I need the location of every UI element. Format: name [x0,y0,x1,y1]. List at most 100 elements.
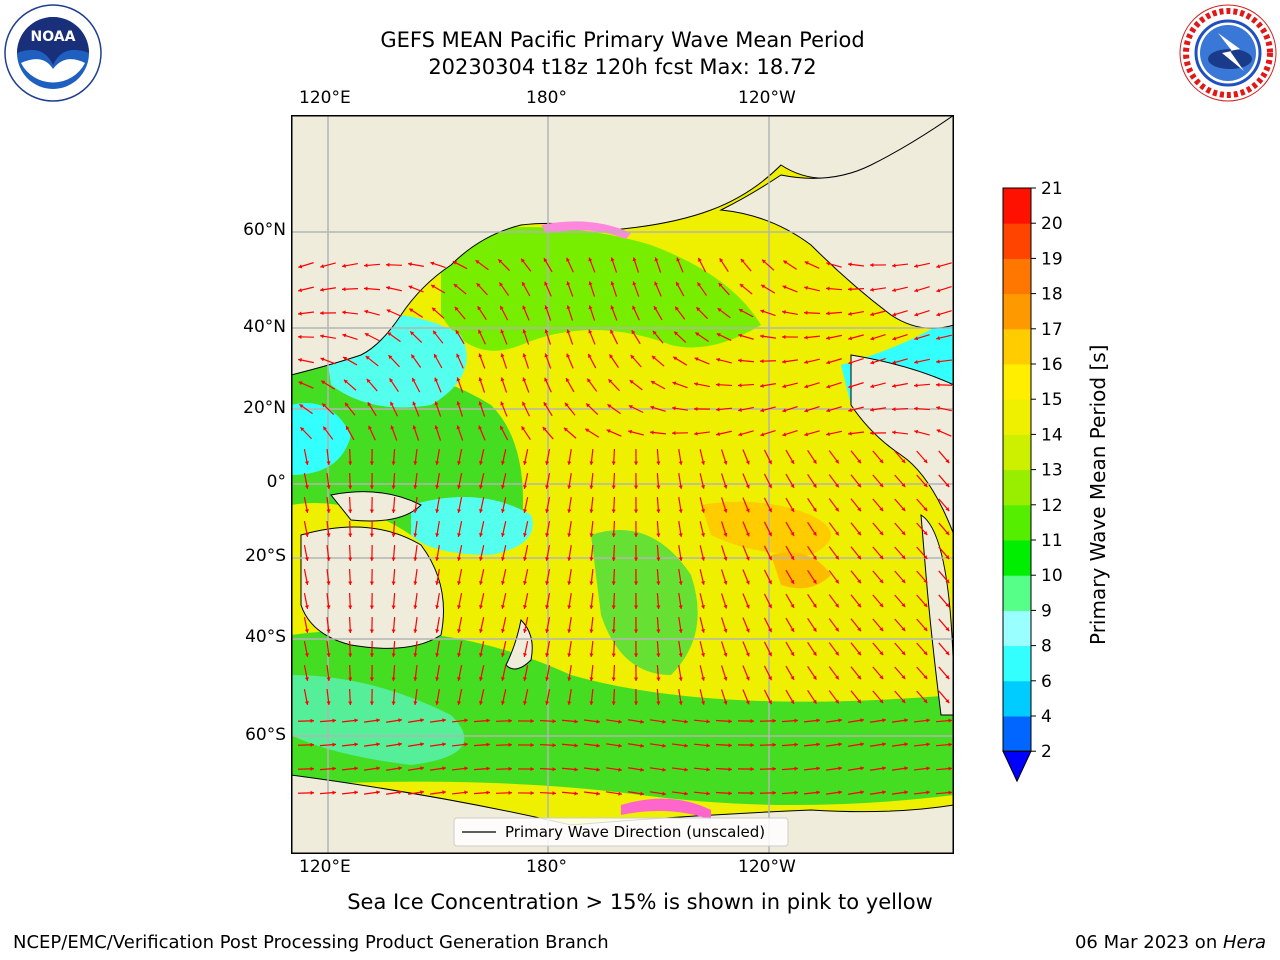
wave-direction-arrowhead [914,406,918,411]
wave-direction-arrowhead [588,281,593,286]
wave-direction-arrowhead [718,283,723,287]
wave-direction-arrowhead [523,629,528,633]
wave-direction-arrowhead [904,742,908,747]
wave-direction-arrowhead [892,263,896,268]
wave-direction-arrowhead [611,701,616,705]
wave-direction-arrowhead [835,675,839,680]
wave-direction-arrowhead [544,305,549,310]
period-zone-southern-ocean [291,630,954,805]
wave-direction-arrowhead [879,507,884,512]
wave-direction-arrowhead [768,580,772,585]
wave-direction-arrowhead [565,378,570,383]
wave-direction-arrowhead [804,285,809,290]
wave-direction-arrowhead [860,790,864,795]
wave-direction-arrowhead [914,383,918,388]
wave-direction-arrowhead [442,718,446,723]
wave-direction-arrowhead [376,766,380,771]
wave-direction-arrowhead [701,700,706,705]
wave-direction-arrowhead [435,557,440,561]
wave-direction-arrowhead [479,701,484,705]
wave-direction-arrowhead [348,653,353,657]
wave-direction-arrowhead [633,485,639,489]
wave-direction-arrowhead [728,767,732,772]
wave-direction-arrowhead [892,360,897,365]
wave-direction-arrowhead [606,429,611,434]
wave-direction-arrowhead [391,533,396,537]
wave-direction-arrowhead [760,309,765,314]
wave-direction-arrowhead [678,677,683,681]
wave-direction-arrowhead [835,699,839,704]
wave-direction-arrowhead [945,627,950,632]
wave-direction-arrowhead [320,264,325,269]
wave-direction-arrowhead [486,718,490,723]
wave-direction-arrowhead [530,790,534,796]
wave-direction-arrowhead [650,380,655,385]
wave-direction-arrowhead [545,581,550,585]
wave-direction-arrowhead [567,509,572,513]
nws-logo [1178,3,1278,103]
wave-direction-arrowhead [678,509,683,513]
wave-direction-arrowhead [945,459,950,464]
wave-direction-arrowhead [662,719,666,724]
lon-label-bottom-120e: 120°E [299,857,351,877]
wave-direction-arrowhead [500,677,506,681]
wave-direction-arrowhead [442,742,446,747]
wave-direction-arrowhead [723,580,728,585]
wave-direction-arrowhead [904,790,908,795]
colorbar-segment [1003,610,1031,647]
wave-direction-arrowhead [706,767,710,772]
wave-direction-arrowhead [326,629,331,633]
wave-direction-arrowhead [500,701,506,705]
wave-direction-arrowhead [772,718,776,723]
wave-direction-arrowhead [500,605,506,609]
wave-direction-arrowhead [739,283,744,288]
wave-direction-arrowhead [310,718,314,723]
wave-direction-arrowhead [790,555,795,560]
wave-direction-arrowhead [901,531,906,536]
chart-subtitle: 20230304 t18z 120h fcst Max: 18.72 [428,55,817,79]
wave-direction-arrowhead [478,401,483,406]
wave-direction-arrowhead [694,357,699,362]
wave-direction-arrowhead [882,766,886,771]
wave-direction-arrowhead [701,484,706,489]
wave-direction-arrowhead [435,701,440,705]
wave-direction-arrowhead [478,377,483,382]
wave-direction-arrowhead [455,330,460,335]
wave-direction-arrowhead [790,459,795,464]
map-frame [291,115,954,854]
wave-direction-arrowhead [304,581,309,585]
wave-direction-arrowhead [662,743,666,748]
wave-direction-arrowhead [923,603,928,608]
wave-direction-arrowhead [567,461,572,465]
wave-direction-arrowhead [633,677,639,681]
wave-direction-arrowhead [343,379,348,384]
wave-direction-arrowhead [298,358,302,363]
wave-direction-arrowhead [596,719,600,724]
wave-direction-arrowhead [857,627,862,632]
wave-direction-arrowhead [750,791,754,796]
wave-direction-arrowhead [479,653,484,657]
wave-direction-arrowhead [631,330,636,335]
wave-direction-arrowhead [772,766,776,771]
wave-direction-arrowhead [723,484,728,489]
wave-direction-arrowhead [500,401,505,406]
wave-direction-arrowhead [452,261,457,265]
wave-direction-arrowhead [369,485,374,489]
wave-direction-arrowhead [790,507,795,512]
wave-direction-arrowhead [310,790,314,795]
wave-direction-arrowhead [656,461,661,465]
wave-direction-arrowhead [723,508,728,513]
wave-direction-arrowhead [812,675,817,680]
wave-period-map: Primary Wave Direction (unscaled) [291,115,954,854]
wave-direction-arrowhead [342,287,346,292]
wave-direction-arrowhead [500,557,506,561]
wave-direction-arrowhead [678,653,683,657]
wave-direction-arrowhead [870,312,875,317]
wave-direction-arrowhead [804,432,809,437]
wave-direction-arrowhead [596,791,600,796]
wave-direction-arrowhead [923,507,928,512]
colorbar-segment [1003,364,1031,400]
footer-host: Hera [1222,932,1266,953]
colorbar-segment [1003,328,1031,365]
wave-direction-arrowhead [914,359,918,364]
